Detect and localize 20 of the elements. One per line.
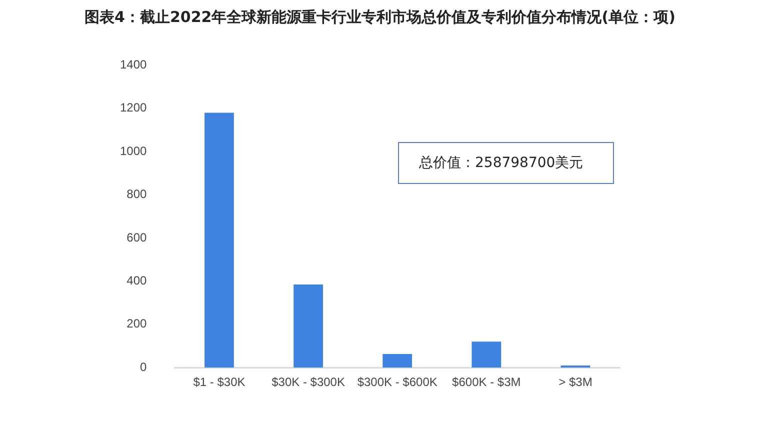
y-tick-label: 400	[126, 274, 148, 288]
note-box: 总价值：258798700美元	[398, 142, 614, 184]
bar	[472, 342, 502, 368]
y-tick-label: 1400	[120, 58, 148, 72]
x-tick-label: $1 - $30K	[193, 375, 246, 390]
x-tick-label: $600K - $3M	[452, 375, 521, 390]
chart-title: 图表4：截止2022年全球新能源重卡行业专利市场总价值及专利价值分布情况(单位：项)	[84, 8, 676, 27]
y-tick-label: 1200	[120, 100, 148, 115]
bar	[382, 354, 412, 368]
y-tick-label: 200	[126, 316, 148, 331]
bar	[294, 284, 323, 368]
y-tick-label: 800	[126, 187, 148, 202]
y-tick-label: 600	[126, 230, 148, 244]
bar	[560, 365, 590, 368]
y-tick-label: 1000	[120, 144, 148, 158]
x-tick-label: $300K - $600K	[357, 375, 438, 390]
bar	[204, 112, 234, 368]
x-tick-label: > $3M	[558, 375, 592, 390]
y-tick-label: 0	[140, 360, 148, 374]
x-tick-label: $30K - $300K	[272, 375, 345, 390]
